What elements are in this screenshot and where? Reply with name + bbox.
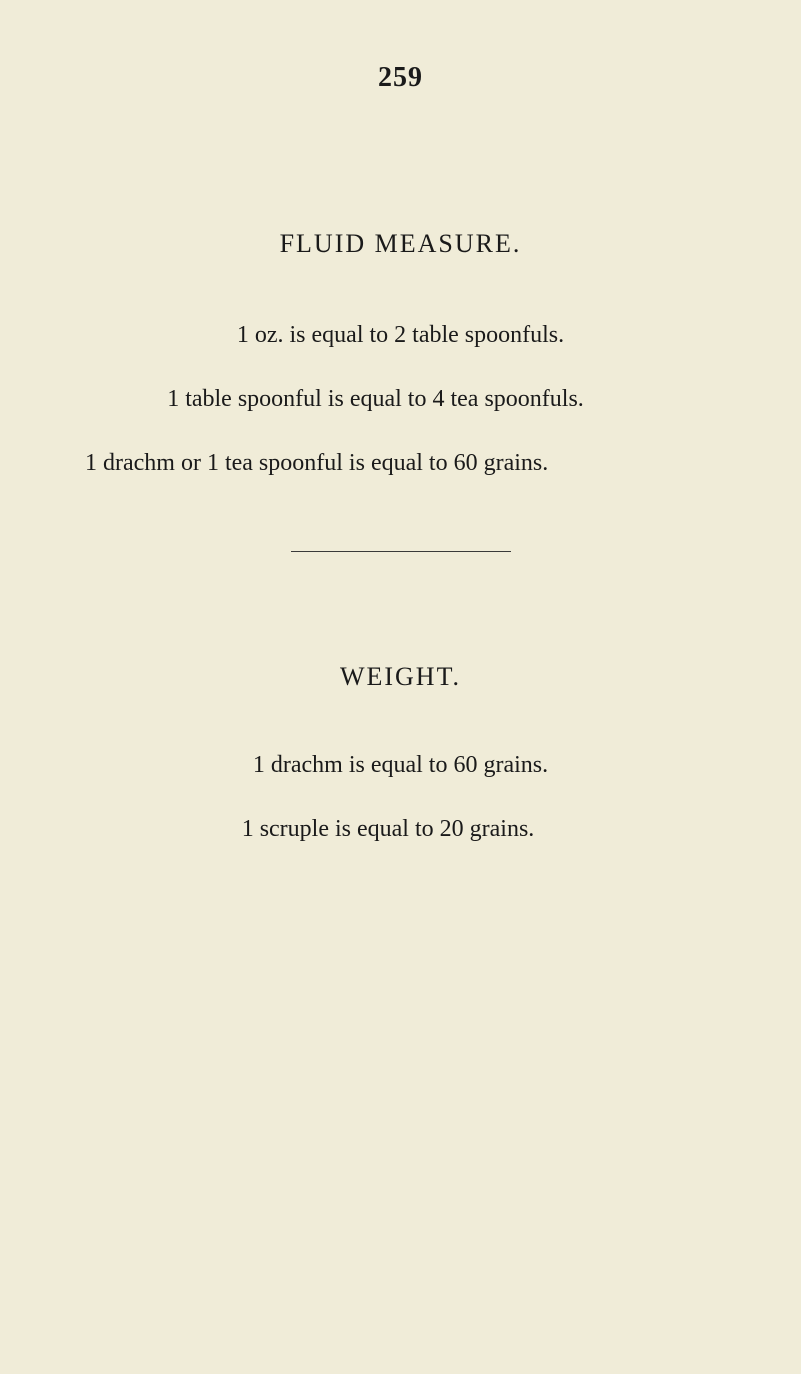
fluid-measure-section: FLUID MEASURE. 1 oz. is equal to 2 table… [80,229,721,481]
weight-line-2: 1 scruple is equal to 20 grains. [55,811,721,847]
weight-section: WEIGHT. 1 drachm is equal to 60 grains. … [80,662,721,847]
fluid-line-1: 1 oz. is equal to 2 table spoonfuls. [80,317,721,353]
section-divider [291,551,511,552]
weight-title: WEIGHT. [80,662,721,692]
page-number: 259 [80,62,721,94]
fluid-line-2: 1 table spoonful is equal to 4 tea spoon… [30,381,721,417]
weight-line-1: 1 drachm is equal to 60 grains. [80,747,721,783]
document-page: 259 FLUID MEASURE. 1 oz. is equal to 2 t… [0,0,801,1374]
fluid-line-3: 1 drachm or 1 tea spoonful is equal to 6… [85,445,721,481]
fluid-measure-title: FLUID MEASURE. [80,229,721,259]
